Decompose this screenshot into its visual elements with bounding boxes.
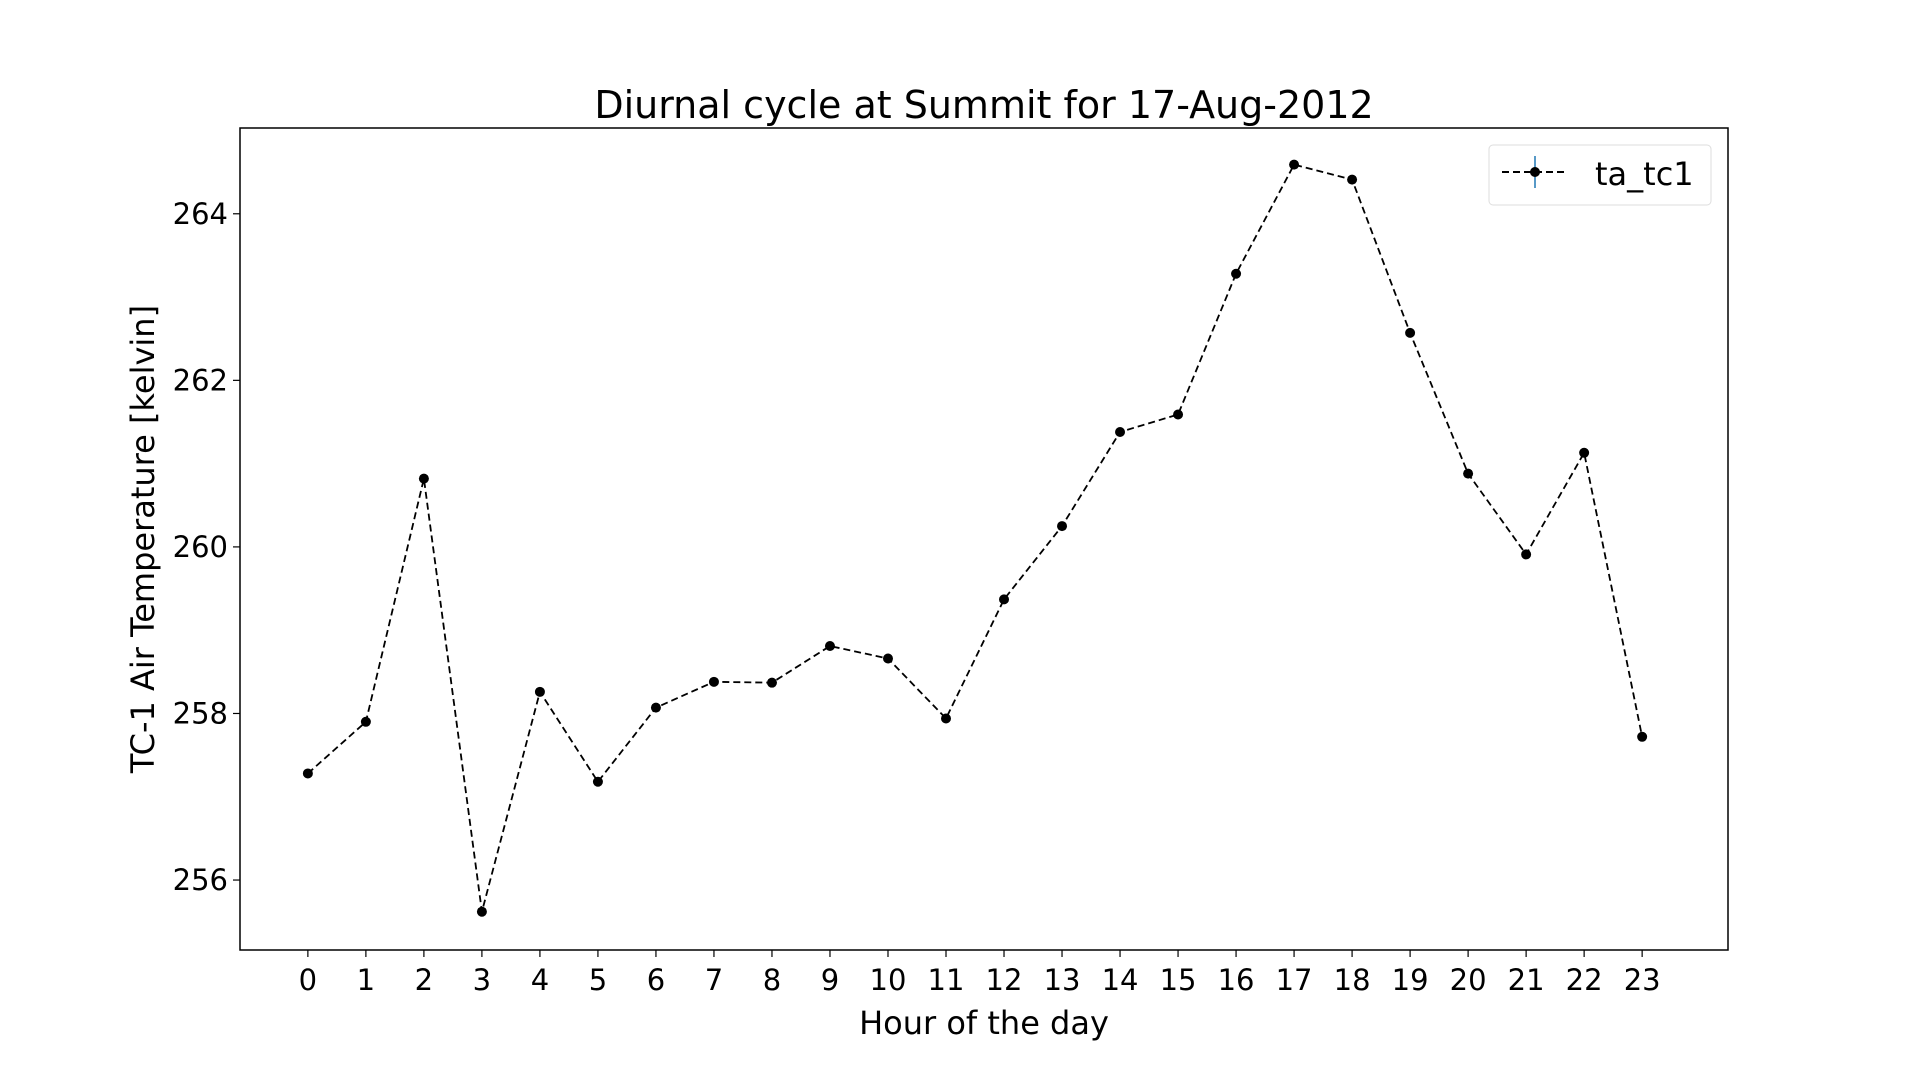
data-point xyxy=(882,653,893,664)
x-tick-label: 21 xyxy=(1508,963,1545,997)
data-point xyxy=(1057,521,1068,532)
data-point xyxy=(1115,426,1126,437)
data-point xyxy=(1463,468,1474,479)
x-tick-label: 10 xyxy=(870,963,907,997)
x-tick-label: 8 xyxy=(763,963,781,997)
legend-label: ta_tc1 xyxy=(1595,155,1694,193)
y-tick-label: 262 xyxy=(173,363,228,397)
legend-box xyxy=(1488,144,1712,206)
data-point xyxy=(592,776,603,787)
x-tick-label: 9 xyxy=(821,963,839,997)
data-point xyxy=(1405,327,1416,338)
data-point xyxy=(1637,731,1648,742)
data-point xyxy=(650,702,661,713)
data-point xyxy=(1521,549,1532,560)
y-tick-label: 256 xyxy=(173,863,228,897)
y-tick-label: 260 xyxy=(173,530,228,564)
data-point xyxy=(534,686,545,697)
x-tick-label: 6 xyxy=(647,963,665,997)
data-point xyxy=(360,716,371,727)
x-tick-label: 12 xyxy=(986,963,1023,997)
data-point xyxy=(1173,409,1184,420)
x-tick-label: 11 xyxy=(928,963,965,997)
x-tick-label: 14 xyxy=(1102,963,1139,997)
x-tick-label: 1 xyxy=(357,963,375,997)
axes-frame xyxy=(239,127,1729,951)
x-tick-label: 23 xyxy=(1624,963,1661,997)
data-point xyxy=(999,594,1010,605)
series-line-ta_tc1 xyxy=(307,163,1644,912)
x-tick-label: 15 xyxy=(1160,963,1197,997)
data-point xyxy=(1231,268,1242,279)
x-tick-label: 22 xyxy=(1566,963,1603,997)
x-tick-label: 2 xyxy=(415,963,433,997)
x-tick-label: 20 xyxy=(1450,963,1487,997)
x-tick-label: 0 xyxy=(299,963,317,997)
data-point xyxy=(824,641,835,652)
x-tick-label: 17 xyxy=(1276,963,1313,997)
chart-title: Diurnal cycle at Summit for 17-Aug-2012 xyxy=(594,83,1373,127)
data-point xyxy=(941,713,952,724)
data-point xyxy=(302,768,313,779)
legend-marker-icon xyxy=(1530,167,1540,177)
y-axis-label: TC-1 Air Temperature [kelvin] xyxy=(124,305,162,774)
data-point xyxy=(418,473,429,484)
x-tick-label: 4 xyxy=(531,963,549,997)
x-tick-label: 7 xyxy=(705,963,723,997)
data-point xyxy=(766,677,777,688)
x-axis-label: Hour of the day xyxy=(859,1004,1109,1042)
data-point xyxy=(708,676,719,687)
y-tick-label: 258 xyxy=(173,696,228,730)
data-point xyxy=(1347,174,1358,185)
x-tick-label: 3 xyxy=(473,963,491,997)
x-tick-label: 5 xyxy=(589,963,607,997)
x-tick-label: 16 xyxy=(1218,963,1255,997)
data-point xyxy=(1579,447,1590,458)
x-tick-label: 19 xyxy=(1392,963,1429,997)
x-tick-label: 18 xyxy=(1334,963,1371,997)
plot-area: 0 1 2 3 4 5 6 7 8 9 10 11 12 13 14 15 16 17 18 19 20 21 22 2325… xyxy=(173,127,1729,997)
y-tick-label: 264 xyxy=(173,197,228,231)
data-point xyxy=(476,906,487,917)
x-tick-label: 13 xyxy=(1044,963,1081,997)
legend: ta_tc1 xyxy=(1488,144,1712,206)
data-point xyxy=(1289,159,1300,170)
